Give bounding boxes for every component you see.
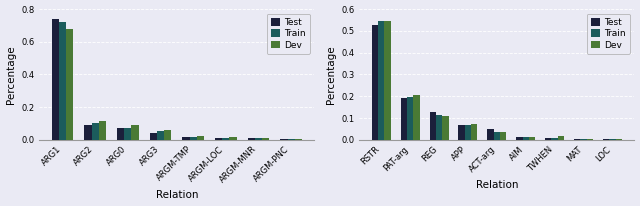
Bar bbox=[516, 137, 522, 140]
Bar bbox=[255, 138, 262, 140]
Bar bbox=[493, 131, 500, 140]
X-axis label: Relation: Relation bbox=[476, 180, 518, 190]
Bar bbox=[157, 131, 164, 140]
Bar bbox=[189, 137, 196, 140]
Bar bbox=[574, 139, 580, 140]
Legend: Test, Train, Dev: Test, Train, Dev bbox=[587, 14, 630, 54]
Bar bbox=[522, 137, 529, 140]
Y-axis label: Percentage: Percentage bbox=[326, 45, 335, 104]
Bar bbox=[401, 98, 407, 140]
Bar bbox=[280, 138, 287, 140]
Bar bbox=[92, 123, 99, 140]
Bar bbox=[471, 124, 477, 140]
Bar bbox=[182, 137, 189, 140]
Bar bbox=[436, 115, 442, 140]
Bar bbox=[222, 138, 229, 140]
Bar bbox=[66, 29, 74, 140]
Bar bbox=[442, 116, 449, 140]
Bar bbox=[500, 132, 506, 140]
Bar bbox=[545, 138, 552, 140]
Legend: Test, Train, Dev: Test, Train, Dev bbox=[267, 14, 310, 54]
Y-axis label: Percentage: Percentage bbox=[6, 45, 15, 104]
Bar bbox=[229, 137, 237, 140]
Bar bbox=[164, 130, 172, 140]
Bar bbox=[580, 139, 587, 140]
Bar bbox=[609, 139, 616, 140]
Bar bbox=[215, 138, 222, 140]
Bar bbox=[262, 138, 269, 140]
Bar bbox=[196, 136, 204, 140]
Bar bbox=[616, 139, 622, 140]
Bar bbox=[429, 112, 436, 140]
Bar bbox=[603, 139, 609, 140]
Bar bbox=[552, 138, 558, 140]
Bar bbox=[287, 139, 295, 140]
Bar bbox=[385, 21, 391, 140]
Bar bbox=[458, 125, 465, 140]
Bar bbox=[52, 19, 59, 140]
Bar bbox=[84, 125, 92, 140]
Bar bbox=[407, 97, 413, 140]
Bar bbox=[124, 128, 131, 140]
Bar bbox=[465, 125, 471, 140]
Bar bbox=[99, 121, 106, 140]
Bar bbox=[59, 22, 66, 140]
Bar bbox=[587, 139, 593, 140]
Bar bbox=[117, 128, 124, 140]
Bar bbox=[378, 21, 385, 140]
Bar bbox=[413, 95, 420, 140]
Bar bbox=[529, 137, 535, 140]
Bar bbox=[558, 136, 564, 140]
Bar bbox=[150, 133, 157, 140]
Bar bbox=[248, 138, 255, 140]
Bar bbox=[131, 125, 139, 140]
X-axis label: Relation: Relation bbox=[156, 190, 198, 200]
Bar bbox=[372, 25, 378, 140]
Bar bbox=[487, 129, 493, 140]
Bar bbox=[295, 138, 302, 140]
